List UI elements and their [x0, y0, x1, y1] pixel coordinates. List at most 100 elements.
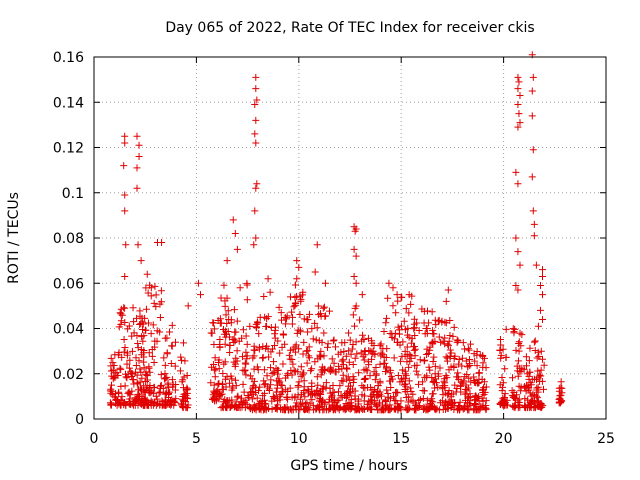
data-point: [349, 379, 357, 387]
data-point: [145, 364, 153, 372]
data-point: [163, 334, 171, 342]
data-point: [137, 257, 145, 265]
data-point: [323, 343, 331, 351]
data-point: [317, 391, 325, 399]
data-point: [263, 342, 271, 350]
data-point: [502, 325, 510, 333]
data-point: [514, 372, 522, 380]
data-point: [289, 345, 297, 353]
data-point: [117, 365, 125, 373]
data-point: [311, 268, 319, 276]
data-point: [245, 393, 253, 401]
data-point: [533, 376, 541, 384]
data-point: [334, 388, 342, 396]
data-point: [304, 385, 312, 393]
data-point: [259, 354, 267, 362]
data-point: [230, 339, 238, 347]
data-point: [222, 383, 230, 391]
data-point: [538, 355, 546, 363]
data-point: [407, 300, 415, 308]
data-point: [557, 378, 565, 386]
data-point: [386, 369, 394, 377]
data-point: [341, 339, 349, 347]
data-point: [419, 378, 427, 386]
data-point: [428, 339, 436, 347]
data-point: [276, 349, 284, 357]
data-point: [472, 406, 480, 414]
data-point: [407, 396, 415, 404]
data-point: [402, 372, 410, 380]
data-point: [539, 291, 547, 299]
data-point: [110, 362, 118, 370]
data-point: [228, 375, 236, 383]
data-point: [512, 282, 520, 290]
data-point: [252, 116, 260, 124]
data-point: [372, 371, 380, 379]
data-point: [306, 310, 314, 318]
data-point: [135, 141, 143, 149]
data-point: [514, 85, 522, 93]
data-point: [183, 389, 191, 397]
data-point: [405, 377, 413, 385]
data-point: [135, 153, 143, 161]
data-point: [215, 379, 223, 387]
data-point: [252, 85, 260, 93]
data-point: [251, 207, 259, 215]
data-point: [168, 321, 176, 329]
data-point: [444, 340, 452, 348]
data-point: [253, 394, 261, 402]
data-point: [444, 401, 452, 409]
data-point: [276, 378, 284, 386]
data-point: [453, 373, 461, 381]
data-point: [533, 392, 541, 400]
data-point: [233, 317, 241, 325]
data-point: [540, 385, 547, 393]
data-point: [221, 375, 229, 383]
data-point: [271, 323, 279, 331]
data-point: [299, 350, 307, 358]
data-point: [143, 376, 151, 384]
data-point: [536, 371, 544, 379]
data-point: [338, 377, 346, 385]
data-point: [351, 227, 359, 235]
data-point: [220, 281, 228, 289]
data-point: [275, 375, 283, 383]
data-point: [231, 229, 239, 237]
data-point: [247, 405, 255, 413]
data-point: [435, 406, 443, 414]
data-point: [536, 306, 544, 314]
data-point: [351, 304, 359, 312]
data-point: [227, 316, 235, 324]
data-point: [121, 272, 129, 280]
data-point: [509, 374, 517, 382]
data-point: [207, 379, 215, 387]
data-point: [496, 381, 504, 389]
data-point: [133, 164, 141, 172]
data-point: [455, 356, 463, 364]
data-point: [116, 364, 124, 372]
data-point: [231, 328, 239, 336]
data-point: [521, 395, 529, 403]
data-point: [293, 399, 301, 407]
data-point: [130, 318, 138, 326]
data-point: [230, 306, 238, 314]
data-point: [516, 91, 524, 99]
data-point: [134, 340, 142, 348]
data-point: [529, 73, 537, 81]
data-point: [512, 168, 520, 176]
data-point: [312, 405, 320, 413]
data-point: [135, 357, 143, 365]
data-point: [243, 352, 251, 360]
data-point: [223, 257, 231, 265]
data-point: [120, 348, 128, 356]
x-tick-label: 15: [392, 431, 410, 447]
data-point: [240, 388, 248, 396]
data-point: [133, 371, 141, 379]
data-point: [252, 73, 260, 81]
data-point: [402, 305, 410, 313]
data-point: [107, 389, 115, 397]
data-point: [156, 388, 164, 396]
data-point: [424, 349, 432, 357]
data-point: [232, 376, 240, 384]
data-point: [479, 351, 487, 359]
